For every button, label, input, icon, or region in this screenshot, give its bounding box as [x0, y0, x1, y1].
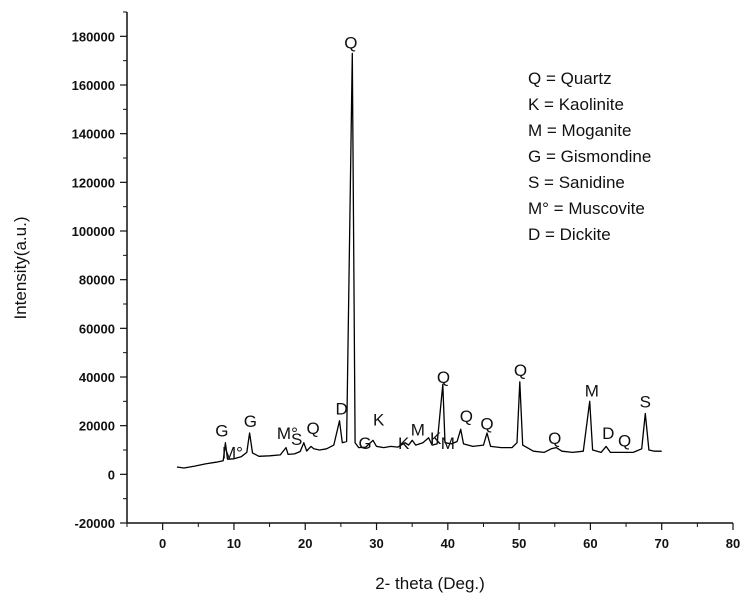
x-tick-label: 80	[726, 536, 740, 551]
peak-label: G	[215, 422, 228, 441]
peak-label: D	[335, 400, 347, 419]
y-tick-label: 0	[108, 467, 115, 482]
peak-label: Q	[480, 414, 493, 433]
peak-label: D	[602, 424, 614, 443]
legend: Q = Quartz K = Kaolinite M = Moganite G = G…	[528, 69, 651, 244]
x-tick-label: 10	[227, 536, 241, 551]
peak-label: M°	[277, 424, 298, 443]
x-tick-label: 20	[298, 536, 312, 551]
y-tick-label: 40000	[79, 370, 115, 385]
y-tick-label: 180000	[72, 29, 115, 44]
diffraction-pattern-line	[176, 52, 662, 469]
x-tick-label: 50	[512, 536, 526, 551]
peak-label: M	[585, 381, 599, 400]
x-tick-label: 30	[369, 536, 383, 551]
y-tick-label: 100000	[72, 224, 115, 239]
legend-entry: M° = Muscovite	[528, 199, 645, 218]
x-tick-label: 60	[583, 536, 597, 551]
x-axis-title: 2- theta (Deg.)	[375, 574, 485, 593]
y-tick-label: 160000	[72, 78, 115, 93]
peak-label: Q	[618, 431, 631, 450]
y-tick-label: -20000	[75, 516, 115, 531]
x-axis-ticks: 0 10 20 30 40 50 60 70 80	[126, 523, 740, 551]
peak-label: G	[359, 434, 372, 453]
peak-label: S	[291, 430, 302, 449]
x-tick-label: 40	[441, 536, 455, 551]
legend-entry: G = Gismondine	[528, 147, 651, 166]
peak-label: K	[430, 429, 442, 448]
peak-label: Q	[514, 361, 527, 380]
peak-label: Q	[306, 419, 319, 438]
axes	[126, 12, 733, 524]
peak-label: Q	[437, 368, 450, 387]
legend-entry: M = Moganite	[528, 121, 631, 140]
peak-label: S	[640, 392, 651, 411]
y-tick-label: 120000	[72, 175, 115, 190]
peak-label: Q	[344, 34, 357, 53]
x-tick-label: 0	[159, 536, 166, 551]
x-tick-label: 70	[654, 536, 668, 551]
legend-entry: D = Dickite	[528, 225, 611, 244]
legend-entry: K = Kaolinite	[528, 95, 624, 114]
peak-label: M	[441, 434, 455, 453]
y-axis-title: Intensity(a.u.)	[11, 217, 30, 320]
legend-entry: Q = Quartz	[528, 69, 612, 88]
y-tick-label: 140000	[72, 127, 115, 142]
peak-label: M	[411, 420, 425, 439]
peak-label: K	[373, 411, 385, 430]
peak-label: K	[398, 434, 410, 453]
peak-label: M°	[222, 444, 243, 463]
y-axis-ticks: -20000 0 20000 40000 60000 80000 100000 120000 1…	[72, 11, 127, 531]
legend-entry: S = Sanidine	[528, 173, 625, 192]
peak-label: Q	[460, 407, 473, 426]
peak-label: G	[244, 412, 257, 431]
y-tick-label: 80000	[79, 273, 115, 288]
y-tick-label: 60000	[79, 321, 115, 336]
y-tick-label: 20000	[79, 419, 115, 434]
peak-label: Q	[548, 429, 561, 448]
